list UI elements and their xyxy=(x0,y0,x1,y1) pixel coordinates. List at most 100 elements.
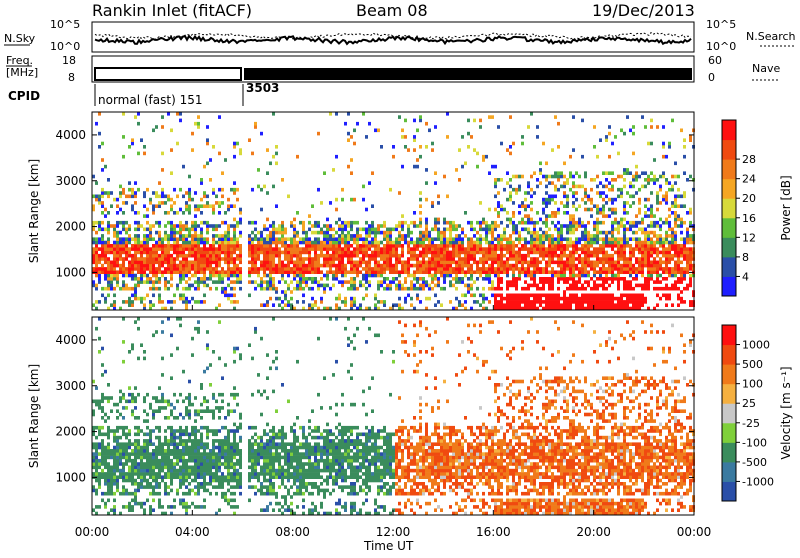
power-cell xyxy=(479,270,482,274)
power-cell xyxy=(680,254,683,258)
power-cell xyxy=(422,231,425,235)
power-cell xyxy=(155,195,158,199)
power-cell xyxy=(350,254,353,258)
power-cell xyxy=(281,224,284,228)
power-cell xyxy=(626,237,629,241)
power-cell xyxy=(626,303,629,307)
power-cell xyxy=(575,251,578,255)
power-cell xyxy=(509,218,512,222)
power-cell xyxy=(176,254,179,258)
velocity-cell xyxy=(131,396,134,400)
power-cell xyxy=(311,204,314,208)
power-cell xyxy=(308,267,311,271)
power-cell xyxy=(200,181,203,185)
power-cell xyxy=(227,297,230,301)
velocity-cell xyxy=(155,330,158,334)
power-cell xyxy=(476,231,479,235)
power-cell xyxy=(155,270,158,274)
power-cell xyxy=(560,254,563,258)
power-cell xyxy=(644,231,647,235)
power-cell xyxy=(251,257,254,261)
power-cell xyxy=(266,234,269,238)
power-cell xyxy=(659,241,662,245)
power-cell xyxy=(320,251,323,255)
power-cell xyxy=(515,224,518,228)
power-cell xyxy=(239,280,242,284)
power-cell xyxy=(272,112,275,116)
power-cell xyxy=(614,244,617,248)
velocity-cell xyxy=(164,472,167,476)
velocity-cell xyxy=(182,499,185,503)
power-cell xyxy=(527,204,530,208)
power-cell xyxy=(263,251,266,255)
power-cell xyxy=(218,241,221,245)
power-cell xyxy=(380,251,383,255)
power-cell xyxy=(500,204,503,208)
power-cell xyxy=(284,228,287,232)
power-cell xyxy=(509,152,512,156)
power-cell xyxy=(137,241,140,245)
power-cell xyxy=(527,254,530,258)
power-cell xyxy=(269,244,272,248)
power-cell xyxy=(461,303,464,307)
power-cell xyxy=(581,237,584,241)
power-cell xyxy=(650,261,653,265)
power-cell xyxy=(614,261,617,265)
power-cell xyxy=(194,264,197,268)
power-cell xyxy=(269,287,272,291)
power-cell xyxy=(203,237,206,241)
power-cell xyxy=(677,214,680,218)
power-cell xyxy=(647,270,650,274)
velocity-cell xyxy=(113,499,116,503)
velocity-cell xyxy=(149,403,152,407)
power-cell xyxy=(209,178,212,182)
power-cell xyxy=(419,119,422,123)
velocity-cell xyxy=(104,462,107,466)
cpid-panel: CPID normal (fast) 151 3503 xyxy=(8,81,279,107)
power-cell xyxy=(536,125,539,129)
power-cell xyxy=(398,284,401,288)
power-cell xyxy=(275,287,278,291)
power-cell xyxy=(644,244,647,248)
velocity-cell xyxy=(149,482,152,486)
power-cell xyxy=(389,254,392,258)
velocity-cell xyxy=(98,442,101,446)
power-cell xyxy=(182,244,185,248)
power-cell xyxy=(404,300,407,304)
velocity-cell xyxy=(116,452,119,456)
power-cell xyxy=(518,294,521,298)
power-cell xyxy=(125,195,128,199)
velocity-cell xyxy=(179,439,182,443)
power-cell xyxy=(362,267,365,271)
power-cell xyxy=(230,261,233,265)
power-cell xyxy=(110,204,113,208)
power-cell xyxy=(404,267,407,271)
power-cell xyxy=(659,287,662,291)
velocity-cell xyxy=(179,479,182,483)
power-cell xyxy=(431,241,434,245)
velocity-cell xyxy=(146,433,149,437)
power-cell xyxy=(197,247,200,251)
power-cell xyxy=(677,264,680,268)
power-cell xyxy=(467,132,470,136)
velocity-cell xyxy=(110,479,113,483)
power-cell xyxy=(410,284,413,288)
power-cell xyxy=(599,303,602,307)
power-cell xyxy=(389,228,392,232)
power-cell xyxy=(515,287,518,291)
power-cell xyxy=(524,237,527,241)
power-cell xyxy=(641,231,644,235)
power-cell xyxy=(626,191,629,195)
power-cell xyxy=(299,277,302,281)
power-cell xyxy=(344,270,347,274)
power-cell xyxy=(611,231,614,235)
power-cell xyxy=(626,270,629,274)
velocity-cell xyxy=(134,492,137,496)
velocity-cell xyxy=(143,462,146,466)
velocity-cell xyxy=(104,466,107,470)
power-cell xyxy=(599,261,602,265)
power-cell xyxy=(392,280,395,284)
power-cell xyxy=(623,270,626,274)
power-cell xyxy=(599,284,602,288)
power-cell xyxy=(434,228,437,232)
